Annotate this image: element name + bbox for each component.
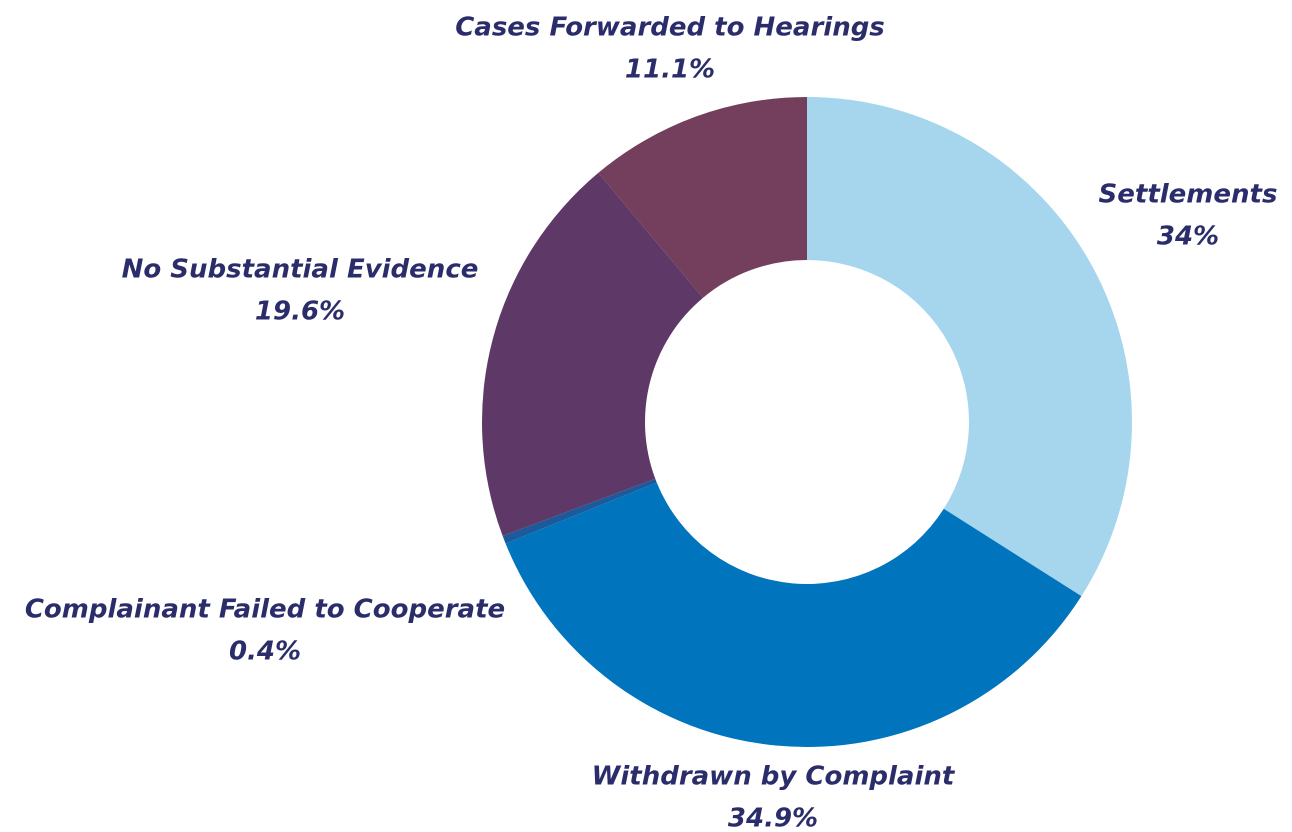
slice-value: 11.1% [625,55,715,85]
donut-slice [502,478,657,544]
slice-value: 34% [1157,222,1219,252]
donut-slice [505,482,1082,748]
slice-value: 34.9% [728,804,818,832]
slice-label: Settlements [1099,180,1278,210]
slice-value: 0.4% [229,637,301,667]
slice-label: Withdrawn by Complaint [592,762,956,792]
donut-slice [598,97,807,298]
slice-label: Complainant Failed to Cooperate [25,595,505,625]
slice-label: No Substantial Evidence [122,255,479,285]
donut-slice [807,97,1133,597]
donut-slice [482,172,703,536]
slice-value: 19.6% [255,297,345,327]
slice-label: Cases Forwarded to Hearings [455,13,885,43]
